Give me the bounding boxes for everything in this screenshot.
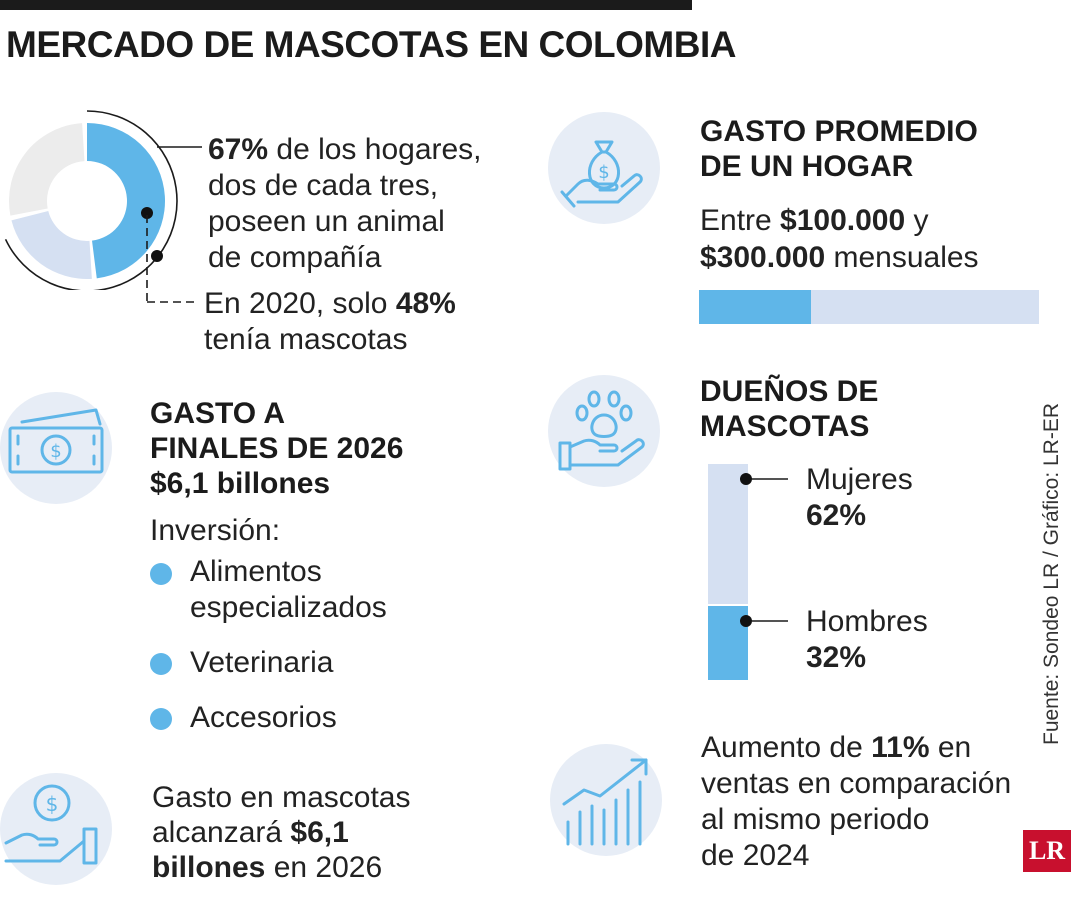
donut-slice-67: [87, 123, 166, 279]
donut-slice-rest: [9, 123, 85, 216]
gasto-hogar-bar-track: [699, 290, 1039, 324]
households-2020-text: En 2020, solo 48% tenía mascotas: [204, 287, 456, 356]
donut-callout-dot: [151, 250, 163, 262]
bullet-dot: [150, 708, 172, 730]
men-label: Hombres 32%: [806, 605, 928, 674]
men-dot: [740, 615, 752, 627]
gasto-hogar-title: GASTO PROMEDIO DE UN HOGAR: [700, 115, 978, 183]
donut-highlight-arc: [4, 110, 178, 290]
bullet-dot: [150, 653, 172, 675]
gasto-mascotas-text: Gasto en mascotas alcanzará $6,1 billone…: [152, 781, 411, 884]
duenos-title: DUEÑOS DE MASCOTAS: [700, 375, 879, 443]
top-rule: [0, 0, 692, 10]
inversion-label: Inversión:: [150, 514, 281, 547]
gasto-hogar-bar-fill: [699, 290, 812, 324]
bar-mujeres: [708, 464, 748, 604]
donut-inner-dot: [141, 207, 153, 219]
bullet-dot: [150, 563, 172, 585]
inversion-item-alimentos: Alimentos especializados: [190, 555, 387, 624]
source-note: Fuente: Sondeo LR / Gráfico: LR-ER: [1040, 403, 1063, 745]
money-bag-hand-icon: $: [548, 112, 660, 224]
growth-chart-icon: [550, 744, 662, 856]
lr-logo: LR: [1023, 830, 1071, 872]
households-pct: 67%: [208, 133, 269, 166]
svg-text:$: $: [46, 792, 59, 816]
inversion-item-veterinaria: Veterinaria: [190, 646, 334, 679]
svg-text:$: $: [50, 441, 61, 462]
donut-callout-lines: [146, 146, 202, 303]
paw-hand-icon: [548, 375, 660, 487]
donut-slice-light: [11, 210, 92, 279]
households-donut-chart: [4, 110, 178, 290]
svg-text:$: $: [598, 162, 609, 183]
gasto-2026-title: GASTO A FINALES DE 2026 $6,1 billones: [150, 397, 404, 500]
banknote-icon: $: [0, 392, 112, 504]
duenos-bar-chart: [708, 464, 788, 680]
households-2020-pct: 48%: [395, 287, 456, 320]
women-label: Mujeres 62%: [806, 463, 913, 532]
gasto-hogar-text: Entre $100.000 y $300.000 mensuales: [700, 204, 979, 274]
ventas-text: Aumento de 11% en ventas en comparación …: [701, 731, 1012, 872]
page-title: MERCADO DE MASCOTAS EN COLOMBIA: [6, 24, 736, 65]
inversion-item-accesorios: Accesorios: [190, 701, 337, 734]
households-text: 67% de los hogares, dos de cada tres, po…: [208, 133, 482, 274]
women-dot: [740, 473, 752, 485]
coin-hand-icon: $: [0, 773, 112, 885]
